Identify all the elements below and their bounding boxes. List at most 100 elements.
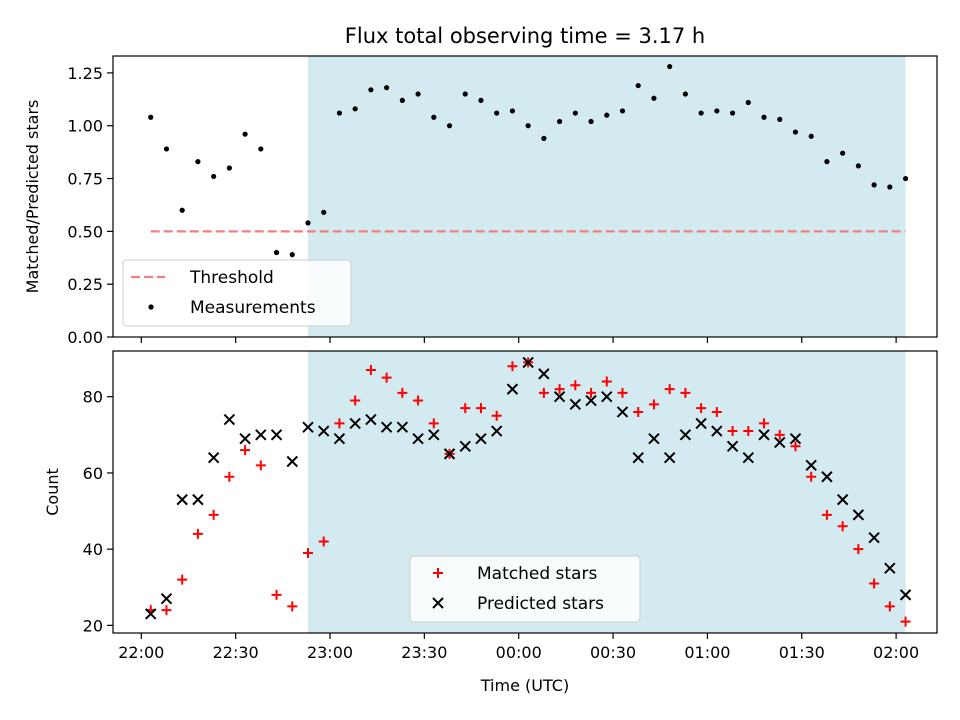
measurement-point bbox=[384, 85, 390, 91]
matched-point bbox=[413, 395, 424, 406]
predicted-point bbox=[255, 429, 267, 441]
measurement-point bbox=[431, 114, 437, 120]
measurement-point bbox=[556, 118, 563, 125]
y-tick-label: 60 bbox=[83, 464, 103, 483]
predicted-point bbox=[632, 451, 644, 464]
measurement-point bbox=[855, 163, 861, 169]
legend-box bbox=[122, 259, 352, 327]
measurement-point bbox=[824, 159, 830, 165]
matched-point bbox=[460, 403, 471, 414]
x-tick-label: 23:30 bbox=[401, 643, 447, 662]
measurement-point bbox=[541, 135, 547, 141]
ratio-panel: 0.00 0.25 0.50 0.75 1.00 1.25 Matched/Predicte… bbox=[23, 55, 938, 347]
measurement-point bbox=[509, 108, 516, 114]
matched-point bbox=[806, 471, 817, 482]
x-tick-label: 22:30 bbox=[213, 643, 259, 662]
legend-predicted-label: Predicted stars bbox=[477, 594, 604, 614]
measurement-point bbox=[635, 82, 641, 89]
measurement-point bbox=[352, 106, 358, 112]
predicted-point bbox=[695, 417, 707, 430]
predicted-point bbox=[459, 440, 471, 452]
measurement-point bbox=[651, 95, 657, 101]
x-tick-label: 01:30 bbox=[779, 643, 825, 662]
predicted-point bbox=[207, 451, 220, 464]
matched-point bbox=[208, 509, 219, 520]
predicted-point bbox=[192, 493, 204, 506]
predicted-point bbox=[774, 436, 786, 449]
predicted-point bbox=[821, 471, 833, 483]
y-tick-label: 1.00 bbox=[67, 117, 103, 136]
matched-point bbox=[240, 445, 251, 456]
measurement-point bbox=[494, 110, 500, 116]
predicted-point bbox=[349, 417, 361, 430]
predicted-point bbox=[836, 493, 849, 506]
predicted-point bbox=[805, 459, 817, 472]
measurement-point bbox=[871, 182, 877, 188]
legend-threshold-label: Threshold bbox=[189, 268, 274, 288]
measurement-point bbox=[667, 63, 673, 70]
matched-point bbox=[837, 521, 848, 532]
matched-point bbox=[161, 605, 172, 616]
predicted-point bbox=[758, 429, 770, 441]
measurement-point bbox=[148, 114, 154, 120]
plot-frame bbox=[112, 350, 938, 634]
matched-point bbox=[318, 536, 329, 547]
matched-point bbox=[696, 403, 707, 414]
x-tick-label: 00:00 bbox=[496, 643, 542, 662]
x-tick-label: 02:00 bbox=[873, 643, 919, 662]
predicted-point bbox=[475, 432, 487, 445]
matched-point bbox=[491, 410, 502, 421]
legend-measurements-label: Measurements bbox=[190, 298, 316, 318]
matched-point bbox=[601, 376, 612, 387]
measurement-point bbox=[305, 220, 311, 226]
measurement-point bbox=[242, 131, 248, 137]
matched-point bbox=[727, 426, 738, 437]
predicted-point bbox=[868, 532, 880, 544]
matched-point bbox=[302, 547, 313, 558]
matched-point bbox=[224, 471, 235, 482]
measurement-point bbox=[289, 252, 295, 258]
predicted-point bbox=[145, 608, 157, 620]
predicted-point bbox=[538, 368, 550, 380]
measurement-point bbox=[887, 184, 893, 190]
measurement-point bbox=[195, 159, 201, 165]
matched-point bbox=[507, 361, 518, 372]
measurement-point bbox=[619, 108, 626, 114]
measurement-point bbox=[792, 129, 799, 135]
matched-point bbox=[586, 387, 597, 398]
matched-point bbox=[350, 395, 361, 406]
matched-point bbox=[617, 387, 628, 398]
predicted-point bbox=[428, 429, 440, 441]
predicted-point bbox=[443, 448, 456, 460]
predicted-point bbox=[522, 356, 534, 369]
measurement-point bbox=[336, 110, 343, 116]
x-tick-label: 22:00 bbox=[118, 643, 164, 662]
matched-point bbox=[633, 406, 644, 417]
y-tick-label: 20 bbox=[83, 616, 103, 635]
predicted-point bbox=[223, 413, 236, 426]
measurement-point bbox=[462, 91, 468, 97]
predicted-point bbox=[601, 391, 613, 403]
predicted-point bbox=[490, 425, 503, 437]
series-matched-stars bbox=[145, 357, 911, 627]
matched-point bbox=[774, 429, 785, 440]
y-axis-label: Count bbox=[43, 468, 62, 516]
measurement-point bbox=[572, 110, 578, 116]
legend-box bbox=[409, 555, 641, 623]
predicted-point bbox=[648, 432, 660, 445]
measurement-point bbox=[258, 146, 264, 152]
y-tick-label: 0.00 bbox=[67, 328, 103, 347]
legend-matched-label: Matched stars bbox=[477, 564, 597, 584]
predicted-point bbox=[616, 406, 629, 418]
measurement-point bbox=[446, 123, 453, 129]
chart-title: Flux total observing time = 3.17 h bbox=[345, 24, 705, 48]
matched-point bbox=[538, 387, 549, 398]
matched-point bbox=[381, 372, 392, 383]
matched-point bbox=[900, 616, 911, 627]
matched-point bbox=[743, 426, 754, 437]
y-tick-label: 1.25 bbox=[67, 64, 103, 83]
measurement-point bbox=[179, 207, 185, 213]
legend: Threshold Measurements bbox=[122, 259, 352, 327]
matched-point bbox=[334, 418, 345, 429]
